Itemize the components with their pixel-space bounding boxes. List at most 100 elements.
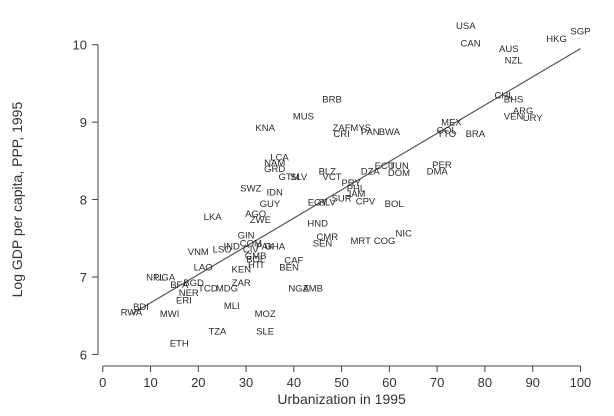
- point-lca: LCA: [270, 152, 289, 163]
- point-gha: GHA: [264, 242, 285, 253]
- point-per: PER: [432, 160, 452, 171]
- point-idn: IDN: [267, 187, 284, 198]
- y-tick-label: 9: [80, 115, 87, 130]
- point-vct: VCT: [323, 172, 342, 183]
- point-cpv: CPV: [356, 197, 376, 208]
- point-lso: LSO: [213, 245, 232, 256]
- point-pan: PAN: [361, 127, 380, 138]
- x-tick-label: 100: [570, 375, 592, 390]
- point-dza: DZA: [361, 166, 381, 177]
- point-bgd: BGD: [183, 278, 204, 289]
- point-ben: BEN: [279, 262, 299, 273]
- point-eri: ERI: [176, 296, 192, 307]
- point-eth: ETH: [170, 338, 189, 349]
- point-moz: MOZ: [255, 309, 276, 320]
- x-tick-label: 0: [99, 375, 106, 390]
- x-tick-label: 60: [382, 375, 396, 390]
- point-sur: SUR: [332, 194, 352, 205]
- y-axis-ticks: 6 7 8 9 10: [73, 38, 98, 362]
- x-tick-label: 90: [525, 375, 539, 390]
- point-blz: BLZ: [319, 166, 337, 177]
- point-bdi: BDI: [133, 302, 149, 313]
- point-mus: MUS: [293, 111, 314, 122]
- point-gtm: GTM: [279, 172, 300, 183]
- point-ago: AGO: [245, 209, 266, 220]
- x-axis-title: Urbanization in 1995: [277, 391, 406, 407]
- point-gol: GOL: [437, 125, 457, 136]
- point-npl: NPL: [146, 272, 164, 283]
- fit-line: [131, 48, 581, 315]
- point-tcd: TCD: [198, 283, 218, 294]
- point-swz: SWZ: [240, 183, 261, 194]
- y-axis-title: Log GDP per capita, PPP, 1995: [9, 102, 25, 298]
- point-ind: IND: [224, 242, 241, 253]
- x-tick-label: 10: [143, 375, 157, 390]
- y-tick-label: 7: [80, 270, 87, 285]
- point-hti: HTI: [248, 260, 263, 271]
- point-usa: USA: [456, 21, 476, 32]
- point-uga: UGA: [155, 272, 176, 283]
- point-brb: BRB: [322, 94, 342, 105]
- point-tun: TUN: [389, 161, 409, 172]
- point-ecu: ECU: [375, 161, 395, 172]
- point-mrt: MRT: [351, 236, 372, 247]
- point-tto: TTO: [437, 129, 456, 140]
- point-nga: NGA: [288, 283, 309, 294]
- x-tick-label: 20: [191, 375, 205, 390]
- point-chl: CHL: [495, 91, 514, 102]
- point-cmr: CMR: [316, 232, 338, 243]
- point-mdg: MDG: [216, 283, 238, 294]
- point-can: CAN: [461, 39, 481, 50]
- point-ken: KEN: [232, 265, 252, 276]
- point-jam: JAM: [346, 189, 365, 200]
- point-grd: GRD: [264, 164, 285, 175]
- point-hkg: HKG: [546, 34, 567, 45]
- point-slv: SLV: [290, 172, 308, 183]
- point-sgp: SGP: [570, 26, 590, 37]
- x-tick-label: 80: [478, 375, 492, 390]
- point-bol: BOL: [246, 255, 265, 266]
- point-bol: BOL: [385, 199, 404, 210]
- point-sen: SEN: [313, 238, 333, 249]
- y-tick-label: 6: [80, 347, 87, 362]
- point-dma: DMA: [427, 166, 449, 177]
- point-bwa: BWA: [379, 127, 401, 138]
- point-zaf: ZAF: [333, 123, 351, 134]
- x-axis-ticks: 0 10 20 30 40 50 60 70 80 90 100: [99, 366, 591, 390]
- point-zar: ZAR: [232, 278, 251, 289]
- point-zmb: ZMB: [303, 283, 323, 294]
- point-rwa: RWA: [121, 307, 143, 318]
- point-cog: COG: [374, 236, 396, 247]
- point-zwe: ZWE: [250, 215, 271, 226]
- point-mys: MYS: [350, 123, 371, 134]
- point-lao: LAO: [194, 262, 213, 273]
- point-nam: NAM: [264, 158, 285, 169]
- point-egy: EGY: [308, 197, 329, 208]
- x-tick-label: 50: [334, 375, 348, 390]
- point-gin: GIN: [238, 231, 255, 242]
- point-dom: DOM: [388, 168, 410, 179]
- point-nic: NIC: [396, 228, 413, 239]
- point-slv: SLV: [319, 197, 337, 208]
- point-pak: PAK: [256, 242, 275, 253]
- x-tick-label: 30: [239, 375, 253, 390]
- point-mli: MLI: [224, 301, 240, 312]
- point-ner: NER: [179, 288, 199, 299]
- point-arg: ARG: [513, 106, 534, 117]
- y-tick-label: 8: [80, 193, 87, 208]
- point-aus: AUS: [499, 44, 519, 55]
- x-tick-label: 40: [287, 375, 301, 390]
- point-bhs: BHS: [504, 94, 524, 105]
- point-cri: CRI: [333, 129, 349, 140]
- point-civ: CIV: [243, 245, 260, 256]
- point-sle: SLE: [256, 327, 274, 338]
- x-tick-label: 70: [430, 375, 444, 390]
- point-phl: PHL: [347, 183, 365, 194]
- point-bra: BRA: [466, 129, 486, 140]
- point-ury: URY: [523, 113, 544, 124]
- point-mwi: MWI: [160, 309, 180, 320]
- point-vnm: VNM: [188, 247, 209, 258]
- point-pry: PRY: [341, 178, 361, 189]
